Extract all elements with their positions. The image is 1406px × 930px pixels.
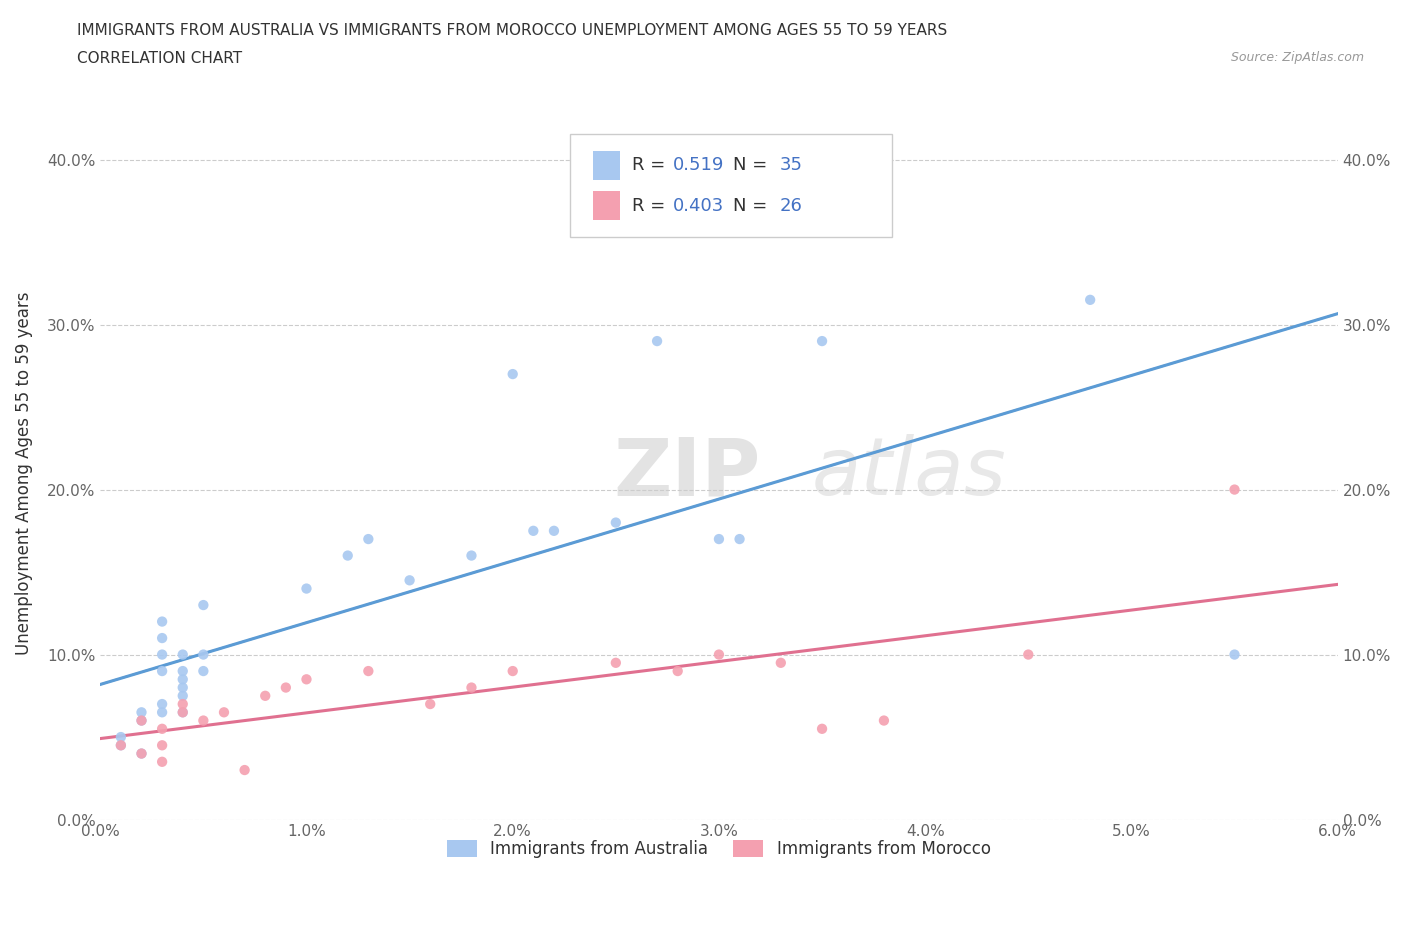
Point bbox=[150, 647, 173, 662]
Point bbox=[172, 688, 194, 703]
Point bbox=[131, 713, 153, 728]
Text: atlas: atlas bbox=[811, 434, 1007, 512]
Point bbox=[460, 548, 482, 563]
Point bbox=[769, 656, 792, 671]
Point bbox=[172, 697, 194, 711]
Point bbox=[502, 366, 524, 381]
Point bbox=[150, 614, 173, 629]
Point bbox=[150, 631, 173, 645]
Point bbox=[110, 737, 132, 752]
Text: 26: 26 bbox=[779, 196, 803, 215]
Point bbox=[150, 754, 173, 769]
Point bbox=[131, 746, 153, 761]
Text: R =: R = bbox=[633, 196, 671, 215]
Text: CORRELATION CHART: CORRELATION CHART bbox=[77, 51, 242, 66]
Text: 0.519: 0.519 bbox=[673, 156, 724, 175]
Point bbox=[398, 573, 420, 588]
Text: 35: 35 bbox=[779, 156, 803, 175]
Point bbox=[605, 515, 627, 530]
FancyBboxPatch shape bbox=[593, 151, 620, 180]
Y-axis label: Unemployment Among Ages 55 to 59 years: Unemployment Among Ages 55 to 59 years bbox=[15, 291, 32, 655]
Point bbox=[110, 737, 132, 752]
Point bbox=[873, 713, 896, 728]
Point bbox=[172, 664, 194, 679]
Point bbox=[150, 664, 173, 679]
Text: IMMIGRANTS FROM AUSTRALIA VS IMMIGRANTS FROM MOROCCO UNEMPLOYMENT AMONG AGES 55 : IMMIGRANTS FROM AUSTRALIA VS IMMIGRANTS … bbox=[77, 23, 948, 38]
Point bbox=[172, 680, 194, 695]
Point bbox=[460, 680, 482, 695]
Point bbox=[336, 548, 359, 563]
Point bbox=[1017, 647, 1039, 662]
Point bbox=[172, 671, 194, 686]
Text: R =: R = bbox=[633, 156, 671, 175]
Point bbox=[1223, 482, 1246, 497]
Legend: Immigrants from Australia, Immigrants from Morocco: Immigrants from Australia, Immigrants fr… bbox=[439, 831, 1000, 867]
Point bbox=[150, 722, 173, 737]
Text: N =: N = bbox=[733, 156, 772, 175]
Point bbox=[254, 688, 277, 703]
Point bbox=[666, 664, 689, 679]
Text: ZIP: ZIP bbox=[614, 434, 761, 512]
Point bbox=[131, 746, 153, 761]
Point bbox=[172, 705, 194, 720]
Point bbox=[357, 664, 380, 679]
Point bbox=[193, 598, 215, 613]
Point bbox=[811, 722, 834, 737]
Point bbox=[419, 697, 441, 711]
Point bbox=[193, 647, 215, 662]
Point bbox=[295, 671, 318, 686]
Point bbox=[212, 705, 235, 720]
Point bbox=[193, 713, 215, 728]
Point bbox=[811, 334, 834, 349]
Point bbox=[522, 524, 544, 538]
Point bbox=[172, 647, 194, 662]
Point bbox=[1223, 647, 1246, 662]
FancyBboxPatch shape bbox=[593, 191, 620, 220]
Point bbox=[193, 664, 215, 679]
Point bbox=[728, 532, 751, 547]
Point bbox=[707, 647, 730, 662]
Point bbox=[707, 532, 730, 547]
Point bbox=[131, 705, 153, 720]
Text: Source: ZipAtlas.com: Source: ZipAtlas.com bbox=[1230, 51, 1364, 64]
Point bbox=[131, 713, 153, 728]
Point bbox=[150, 697, 173, 711]
FancyBboxPatch shape bbox=[571, 134, 893, 237]
Text: N =: N = bbox=[733, 196, 772, 215]
Point bbox=[1078, 292, 1101, 307]
Point bbox=[150, 737, 173, 752]
Point bbox=[357, 532, 380, 547]
Point bbox=[605, 656, 627, 671]
Point bbox=[502, 664, 524, 679]
Point bbox=[295, 581, 318, 596]
Point bbox=[110, 730, 132, 745]
Point bbox=[233, 763, 256, 777]
Text: 0.403: 0.403 bbox=[673, 196, 724, 215]
Point bbox=[172, 705, 194, 720]
Point bbox=[150, 705, 173, 720]
Point bbox=[274, 680, 297, 695]
Point bbox=[543, 524, 565, 538]
Point bbox=[645, 334, 668, 349]
